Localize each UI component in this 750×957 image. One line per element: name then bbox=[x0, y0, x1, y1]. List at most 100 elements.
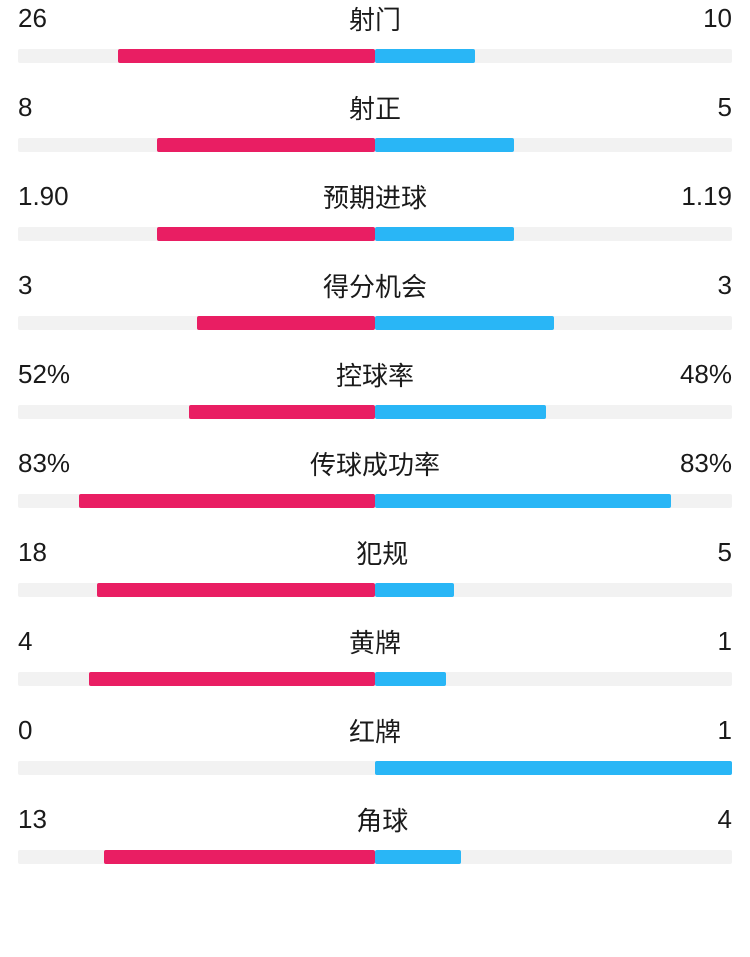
stat-bar-left bbox=[79, 494, 375, 508]
stat-bar-track bbox=[18, 583, 732, 597]
stat-value-left: 26 bbox=[18, 3, 47, 34]
stat-bar-right-wrap bbox=[375, 672, 732, 686]
stat-header: 1.90预期进球1.19 bbox=[18, 178, 732, 215]
stat-value-right: 4 bbox=[718, 804, 732, 835]
stat-value-left: 18 bbox=[18, 537, 47, 568]
stat-value-right: 83% bbox=[680, 448, 732, 479]
stat-bar-right bbox=[375, 227, 514, 241]
stat-bar-track bbox=[18, 49, 732, 63]
stat-bar-track bbox=[18, 672, 732, 686]
stat-label: 传球成功率 bbox=[70, 445, 680, 482]
stat-header: 26射门10 bbox=[18, 0, 732, 37]
stat-bar-right-wrap bbox=[375, 138, 732, 152]
stat-label: 红牌 bbox=[32, 712, 717, 749]
stat-value-left: 83% bbox=[18, 448, 70, 479]
stat-bar-right-wrap bbox=[375, 316, 732, 330]
stat-label: 控球率 bbox=[70, 356, 680, 393]
stat-value-left: 13 bbox=[18, 804, 47, 835]
stat-bar-right-wrap bbox=[375, 761, 732, 775]
stat-bar-right-wrap bbox=[375, 850, 732, 864]
stat-value-right: 48% bbox=[680, 359, 732, 390]
stats-list: 26射门108射正51.90预期进球1.193得分机会352%控球率48%83%… bbox=[18, 0, 732, 864]
stat-bar-left-wrap bbox=[18, 405, 375, 419]
stat-bar-right bbox=[375, 583, 454, 597]
stat-label: 射正 bbox=[32, 89, 717, 126]
stat-bar-left bbox=[97, 583, 375, 597]
stat-bar-right-wrap bbox=[375, 49, 732, 63]
stat-bar-track bbox=[18, 405, 732, 419]
stat-value-left: 52% bbox=[18, 359, 70, 390]
stat-row: 13角球4 bbox=[18, 801, 732, 864]
stat-row: 52%控球率48% bbox=[18, 356, 732, 419]
stat-value-right: 3 bbox=[718, 270, 732, 301]
stat-bar-left bbox=[157, 138, 375, 152]
stat-row: 1.90预期进球1.19 bbox=[18, 178, 732, 241]
stat-bar-left-wrap bbox=[18, 227, 375, 241]
stat-bar-left bbox=[189, 405, 375, 419]
stat-row: 26射门10 bbox=[18, 0, 732, 63]
stat-bar-left-wrap bbox=[18, 316, 375, 330]
stat-row: 4黄牌1 bbox=[18, 623, 732, 686]
stat-bar-left bbox=[89, 672, 375, 686]
stat-header: 0红牌1 bbox=[18, 712, 732, 749]
stat-bar-right bbox=[375, 850, 461, 864]
stat-bar-left-wrap bbox=[18, 583, 375, 597]
stat-header: 3得分机会3 bbox=[18, 267, 732, 304]
stat-bar-left bbox=[118, 49, 375, 63]
stat-bar-right bbox=[375, 672, 446, 686]
stat-label: 角球 bbox=[47, 801, 718, 838]
stat-bar-right bbox=[375, 138, 514, 152]
stat-bar-right-wrap bbox=[375, 227, 732, 241]
stat-value-right: 1.19 bbox=[681, 181, 732, 212]
stat-value-right: 5 bbox=[718, 92, 732, 123]
stat-label: 黄牌 bbox=[32, 623, 717, 660]
stat-value-right: 10 bbox=[703, 3, 732, 34]
stat-bar-right-wrap bbox=[375, 494, 732, 508]
stat-bar-left-wrap bbox=[18, 761, 375, 775]
stat-value-left: 0 bbox=[18, 715, 32, 746]
stat-header: 18犯规5 bbox=[18, 534, 732, 571]
stat-bar-track bbox=[18, 761, 732, 775]
stat-value-left: 1.90 bbox=[18, 181, 69, 212]
stat-bar-track bbox=[18, 850, 732, 864]
stat-bar-left-wrap bbox=[18, 850, 375, 864]
stat-label: 射门 bbox=[47, 0, 703, 37]
stat-row: 8射正5 bbox=[18, 89, 732, 152]
stat-value-right: 5 bbox=[718, 537, 732, 568]
stat-header: 8射正5 bbox=[18, 89, 732, 126]
stat-bar-track bbox=[18, 316, 732, 330]
stat-bar-left bbox=[197, 316, 376, 330]
stat-value-left: 3 bbox=[18, 270, 32, 301]
stat-row: 0红牌1 bbox=[18, 712, 732, 775]
stat-bar-right-wrap bbox=[375, 405, 732, 419]
stat-bar-left bbox=[157, 227, 375, 241]
stat-bar-left-wrap bbox=[18, 672, 375, 686]
stat-header: 4黄牌1 bbox=[18, 623, 732, 660]
stat-bar-right bbox=[375, 316, 554, 330]
stat-bar-right bbox=[375, 494, 671, 508]
stat-row: 3得分机会3 bbox=[18, 267, 732, 330]
stat-header: 83%传球成功率83% bbox=[18, 445, 732, 482]
stat-bar-right bbox=[375, 49, 475, 63]
stat-bar-right bbox=[375, 761, 732, 775]
stat-label: 得分机会 bbox=[32, 267, 717, 304]
stat-bar-left-wrap bbox=[18, 138, 375, 152]
stat-row: 83%传球成功率83% bbox=[18, 445, 732, 508]
stat-bar-track bbox=[18, 227, 732, 241]
stat-bar-left bbox=[104, 850, 375, 864]
stat-value-left: 4 bbox=[18, 626, 32, 657]
stat-bar-left-wrap bbox=[18, 49, 375, 63]
stat-bar-left-wrap bbox=[18, 494, 375, 508]
stat-value-left: 8 bbox=[18, 92, 32, 123]
stat-bar-track bbox=[18, 138, 732, 152]
stat-bar-right bbox=[375, 405, 546, 419]
stat-bar-track bbox=[18, 494, 732, 508]
stat-row: 18犯规5 bbox=[18, 534, 732, 597]
stat-bar-right-wrap bbox=[375, 583, 732, 597]
stat-header: 13角球4 bbox=[18, 801, 732, 838]
stat-label: 犯规 bbox=[47, 534, 718, 571]
stat-label: 预期进球 bbox=[69, 178, 682, 215]
stat-value-right: 1 bbox=[718, 626, 732, 657]
stat-value-right: 1 bbox=[718, 715, 732, 746]
stat-header: 52%控球率48% bbox=[18, 356, 732, 393]
